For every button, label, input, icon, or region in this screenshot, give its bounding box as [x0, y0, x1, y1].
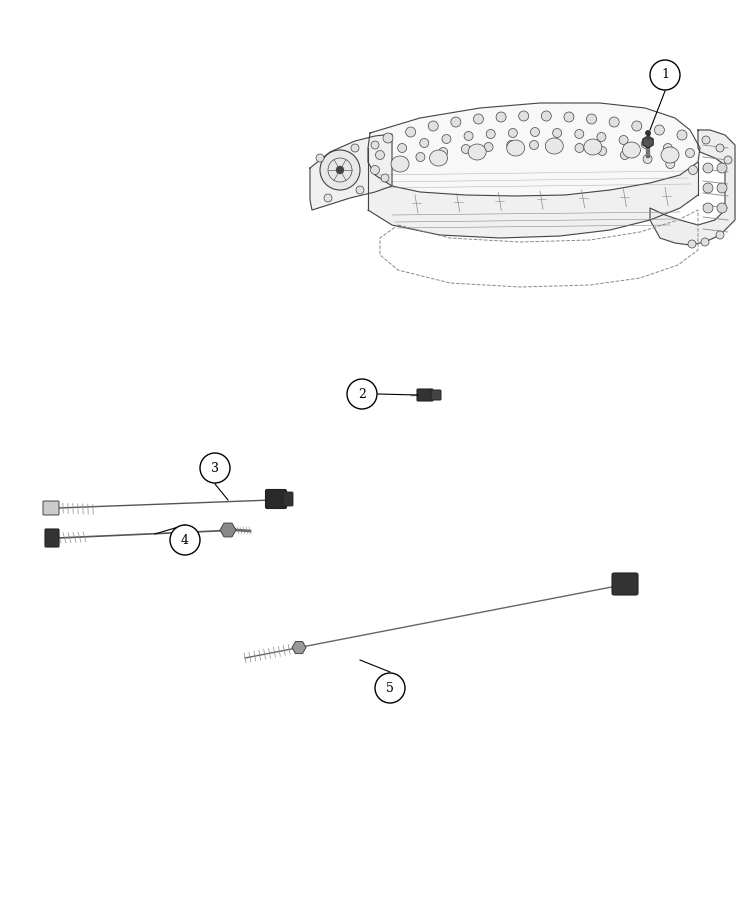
FancyBboxPatch shape: [43, 501, 59, 515]
Circle shape: [716, 144, 724, 152]
Ellipse shape: [391, 156, 409, 172]
Circle shape: [484, 142, 493, 151]
Circle shape: [650, 60, 680, 90]
Circle shape: [542, 111, 551, 121]
Circle shape: [451, 117, 461, 127]
Circle shape: [598, 147, 607, 156]
Circle shape: [575, 130, 584, 139]
Circle shape: [677, 130, 687, 140]
FancyBboxPatch shape: [417, 389, 433, 401]
Circle shape: [316, 154, 324, 162]
Circle shape: [381, 174, 389, 182]
Text: 3: 3: [211, 462, 219, 474]
Text: 2: 2: [358, 388, 366, 400]
Circle shape: [703, 163, 713, 173]
Circle shape: [351, 144, 359, 152]
Polygon shape: [650, 130, 735, 245]
Text: 5: 5: [386, 681, 394, 695]
Circle shape: [383, 133, 393, 143]
FancyBboxPatch shape: [612, 573, 638, 595]
Ellipse shape: [545, 138, 563, 154]
Circle shape: [336, 166, 344, 174]
Circle shape: [552, 141, 561, 150]
Ellipse shape: [430, 150, 448, 166]
Circle shape: [688, 240, 696, 248]
Circle shape: [685, 148, 694, 157]
Circle shape: [619, 136, 628, 145]
Ellipse shape: [507, 140, 525, 156]
Ellipse shape: [661, 147, 679, 163]
Circle shape: [473, 114, 483, 124]
Circle shape: [370, 166, 379, 175]
Circle shape: [701, 238, 709, 246]
Text: 4: 4: [181, 534, 189, 546]
Circle shape: [688, 166, 697, 175]
Circle shape: [398, 143, 407, 152]
Circle shape: [632, 121, 642, 131]
Circle shape: [428, 121, 438, 131]
Circle shape: [553, 129, 562, 138]
Circle shape: [200, 453, 230, 483]
Circle shape: [641, 140, 650, 148]
FancyBboxPatch shape: [431, 390, 441, 400]
Circle shape: [405, 127, 416, 137]
Circle shape: [324, 194, 332, 202]
Circle shape: [375, 673, 405, 703]
Circle shape: [703, 183, 713, 193]
Circle shape: [717, 183, 727, 193]
Circle shape: [717, 203, 727, 213]
Circle shape: [170, 525, 200, 555]
Circle shape: [620, 150, 629, 159]
Circle shape: [462, 145, 471, 154]
Circle shape: [665, 159, 675, 168]
Circle shape: [347, 379, 377, 409]
Polygon shape: [310, 134, 392, 210]
Circle shape: [420, 139, 429, 148]
Circle shape: [508, 129, 517, 138]
Circle shape: [597, 132, 606, 141]
Circle shape: [442, 134, 451, 143]
Circle shape: [564, 112, 574, 122]
Circle shape: [371, 141, 379, 149]
Circle shape: [609, 117, 619, 127]
Ellipse shape: [622, 142, 640, 158]
Circle shape: [716, 231, 724, 239]
Circle shape: [575, 143, 584, 152]
Circle shape: [356, 186, 364, 194]
Text: 1: 1: [661, 68, 669, 82]
Circle shape: [645, 130, 651, 136]
Circle shape: [439, 148, 448, 157]
Circle shape: [530, 140, 539, 149]
Ellipse shape: [584, 139, 602, 155]
Circle shape: [724, 156, 732, 164]
Circle shape: [643, 155, 652, 164]
Circle shape: [702, 136, 710, 144]
Circle shape: [717, 163, 727, 173]
Circle shape: [703, 203, 713, 213]
Circle shape: [587, 114, 597, 124]
Circle shape: [464, 131, 473, 140]
Circle shape: [376, 150, 385, 159]
Polygon shape: [368, 148, 698, 238]
Circle shape: [320, 150, 360, 190]
FancyBboxPatch shape: [45, 529, 59, 547]
Circle shape: [496, 112, 506, 122]
FancyBboxPatch shape: [283, 492, 293, 506]
Circle shape: [416, 152, 425, 161]
Polygon shape: [368, 103, 700, 196]
Ellipse shape: [468, 144, 486, 160]
Circle shape: [663, 143, 672, 152]
Circle shape: [519, 111, 528, 121]
Circle shape: [486, 130, 495, 139]
Circle shape: [531, 128, 539, 137]
Circle shape: [393, 158, 402, 167]
Circle shape: [654, 125, 665, 135]
Circle shape: [507, 140, 516, 149]
FancyBboxPatch shape: [265, 490, 287, 508]
